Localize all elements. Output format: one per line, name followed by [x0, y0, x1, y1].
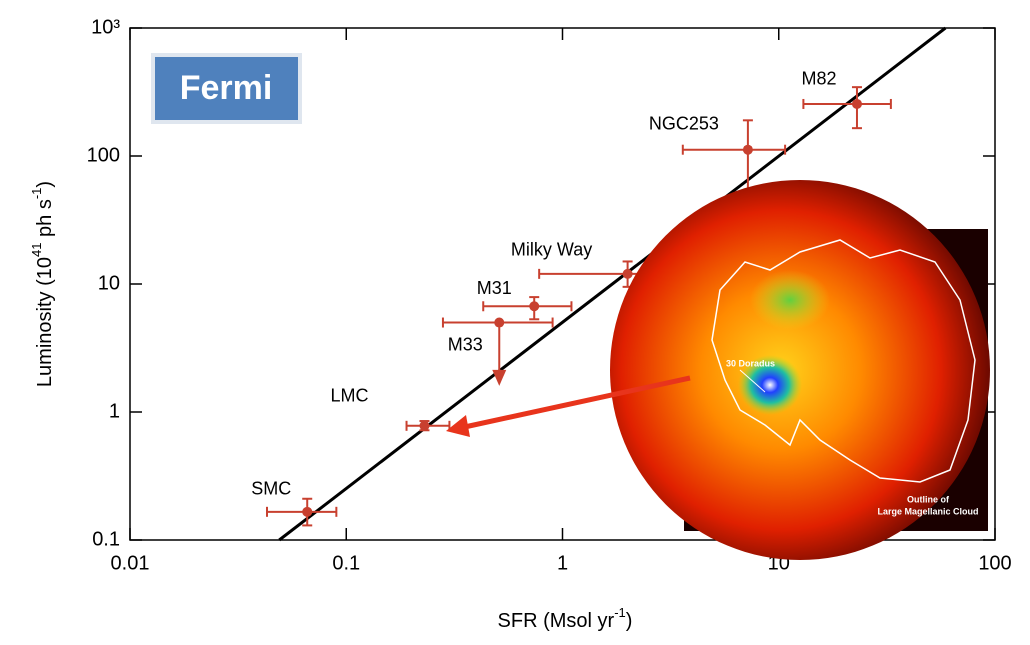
- x-tick-label: 0.01: [111, 552, 150, 574]
- point: [852, 99, 862, 109]
- y-label-part: ph s: [34, 199, 56, 242]
- point: [529, 301, 539, 311]
- inset-image: 30 Doradus Outline of Large Magellanic C…: [610, 180, 990, 560]
- point-label: SMC: [251, 479, 291, 499]
- page: 0.010.11101000.111010010³ SFR (Msol yr-1…: [0, 0, 1030, 645]
- x-label-part: ): [626, 610, 633, 632]
- y-label-part: Luminosity (10: [34, 257, 56, 387]
- badge-text: Fermi: [180, 69, 273, 107]
- point-label: M82: [801, 69, 836, 89]
- upper-limit-head: [492, 370, 506, 386]
- point: [419, 421, 429, 431]
- x-tick-label: 0.1: [332, 552, 360, 574]
- y-label-part: ): [34, 181, 56, 188]
- y-tick-label: 10: [98, 272, 120, 294]
- point: [623, 269, 633, 279]
- y-tick-label: 0.1: [92, 528, 120, 550]
- inset-label: 30 Doradus: [726, 358, 775, 368]
- inset-caption: Large Magellanic Cloud: [877, 506, 978, 516]
- point-label: NGC253: [649, 113, 719, 133]
- y-tick-label: 100: [87, 144, 120, 166]
- point-label: LMC: [330, 386, 368, 406]
- y-axis-label: Luminosity (1041 ph s-1): [29, 181, 56, 387]
- x-tick-label: 1: [557, 552, 568, 574]
- point: [743, 145, 753, 155]
- y-tick-label: 10³: [91, 16, 120, 38]
- point-label: Milky Way: [511, 240, 592, 260]
- y-tick-label: 1: [109, 400, 120, 422]
- point: [494, 318, 504, 328]
- point-label: M33: [448, 334, 483, 354]
- inset-caption: Outline of: [907, 494, 950, 504]
- inset-green: [750, 270, 830, 330]
- point: [302, 507, 312, 517]
- point-label: M31: [477, 278, 512, 298]
- x-axis-label: SFR (Msol yr-1): [498, 605, 633, 632]
- x-tick-label: 100: [978, 552, 1011, 574]
- chart: 0.010.11101000.111010010³ SFR (Msol yr-1…: [0, 0, 1030, 640]
- y-label-sup: -1: [29, 188, 44, 200]
- y-label-sup: 41: [29, 243, 44, 257]
- x-label-sup: -1: [614, 605, 626, 620]
- x-label-part: SFR (Msol yr: [498, 610, 615, 632]
